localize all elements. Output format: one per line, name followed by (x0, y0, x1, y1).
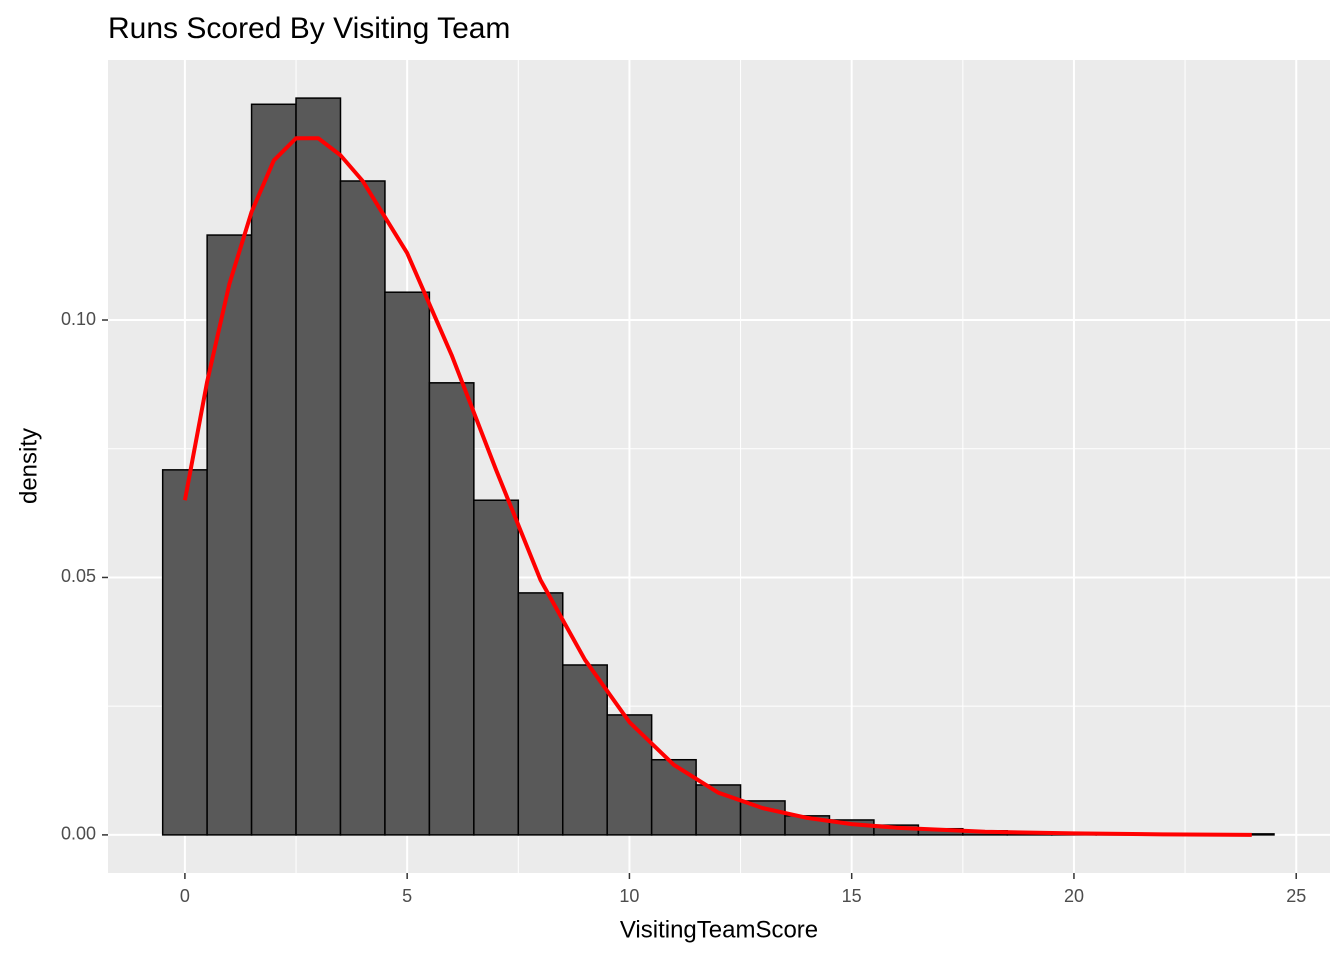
x-tick-label: 15 (842, 886, 862, 906)
x-tick-label: 0 (180, 886, 190, 906)
bar (473, 499, 520, 836)
x-tick-label: 25 (1286, 886, 1306, 906)
bar (428, 382, 475, 836)
bar (650, 758, 697, 836)
y-tick-label: 0.10 (61, 309, 96, 329)
bar (250, 103, 297, 836)
y-tick-label: 0.05 (61, 566, 96, 586)
bar (606, 714, 653, 836)
bar (295, 97, 342, 836)
x-tick-label: 20 (1064, 886, 1084, 906)
bar (339, 180, 386, 836)
bar (161, 469, 208, 836)
x-tick-label: 5 (402, 886, 412, 906)
bar (517, 592, 564, 836)
x-axis-title: VisitingTeamScore (620, 916, 818, 943)
y-axis-title: density (15, 428, 42, 504)
chart-title: Runs Scored By Visiting Team (108, 12, 510, 45)
y-tick-label: 0.00 (61, 824, 96, 844)
x-tick-label: 10 (619, 886, 639, 906)
bar (384, 291, 431, 836)
bar (206, 234, 253, 836)
bar (561, 664, 608, 836)
density-curve (182, 136, 1252, 837)
